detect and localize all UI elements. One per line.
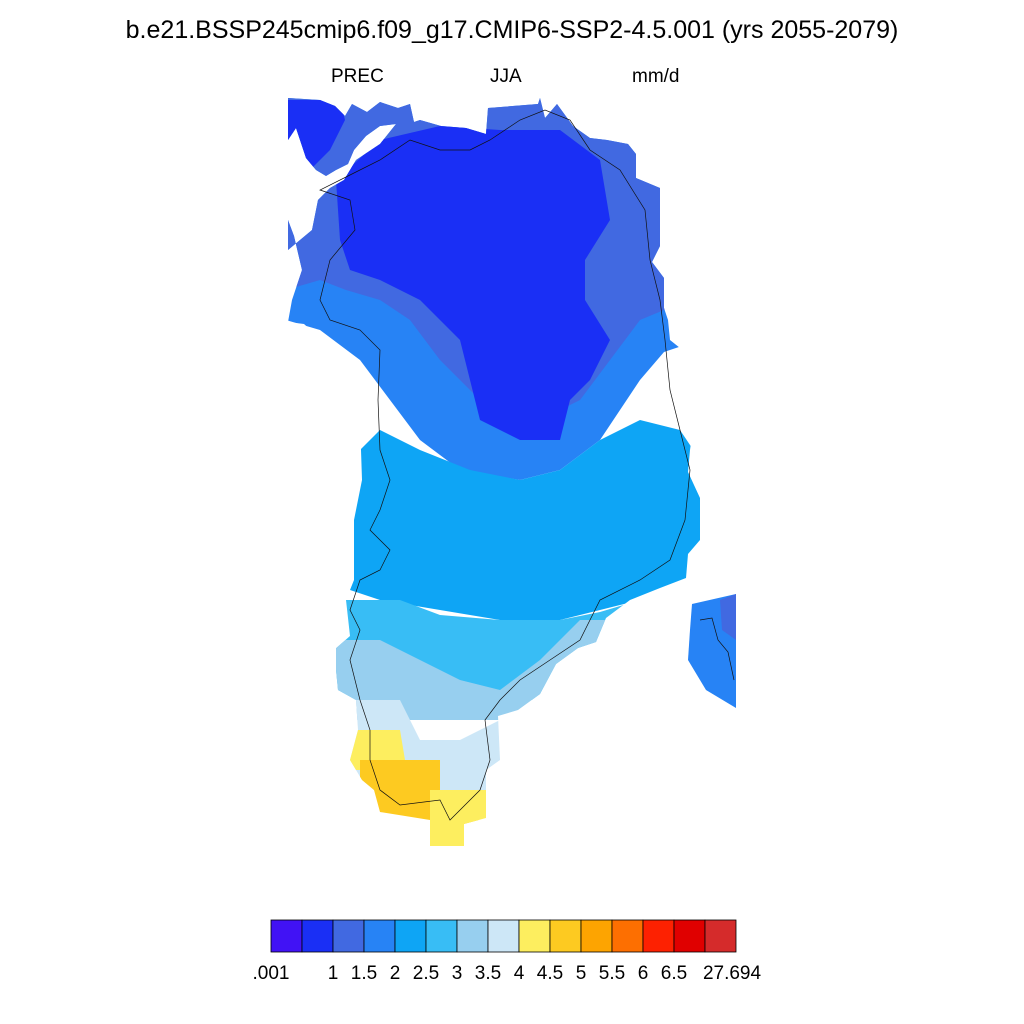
variable-label: PREC	[331, 66, 384, 87]
precip-band-4	[350, 420, 700, 620]
colorbar-box-12	[642, 919, 675, 953]
iceland-coastline	[699, 617, 735, 681]
colorbar-label-3: 2	[390, 963, 401, 984]
colorbar-label-6: 3.5	[475, 963, 501, 984]
colorbar-label-8: 4.5	[537, 963, 563, 984]
colorbar-box-1	[301, 919, 334, 953]
colorbar-box-7	[487, 919, 520, 953]
colorbar: .001 1 1.5 2 2.5 3 3.5 4 4.5 5 5.5 6 6.5 27.694	[253, 919, 762, 984]
units-label: mm/d	[632, 66, 680, 87]
iceland-patch-dark	[720, 594, 736, 640]
colorbar-label-1: 1	[328, 963, 339, 984]
colorbar-box-11	[611, 919, 644, 953]
colorbar-label-10: 5.5	[599, 963, 625, 984]
coastline	[319, 109, 691, 821]
colorbar-label-0: .001	[253, 963, 290, 984]
colorbar-label-9: 5	[576, 963, 587, 984]
colorbar-box-13	[673, 919, 706, 953]
colorbar-label-2: 1.5	[351, 963, 377, 984]
colorbar-label-11: 6	[638, 963, 649, 984]
colorbar-box-14	[704, 919, 737, 953]
precip-band-2	[336, 126, 610, 440]
colorbar-box-6	[456, 919, 489, 953]
colorbar-box-4	[394, 919, 427, 953]
colorbar-box-10	[580, 919, 613, 953]
colorbar-label-4: 2.5	[413, 963, 439, 984]
colorbar-box-5	[425, 919, 458, 953]
colorbar-label-5: 3	[452, 963, 463, 984]
colorbar-box-2	[332, 919, 365, 953]
colorbar-label-13: 27.694	[703, 963, 762, 984]
plot-title: b.e21.BSSP245cmip6.f09_g17.CMIP6-SSP2-4.…	[125, 16, 899, 44]
colorbar-box-9	[549, 919, 582, 953]
colorbar-label-12: 6.5	[661, 963, 687, 984]
season-label: JJA	[490, 66, 522, 87]
precip-band-10	[430, 790, 490, 846]
colorbar-box-8	[518, 919, 551, 953]
colorbar-label-7: 4	[514, 963, 525, 984]
colorbar-box-0	[270, 919, 303, 953]
colorbar-box-3	[363, 919, 396, 953]
shaded-precip-field	[288, 98, 736, 846]
